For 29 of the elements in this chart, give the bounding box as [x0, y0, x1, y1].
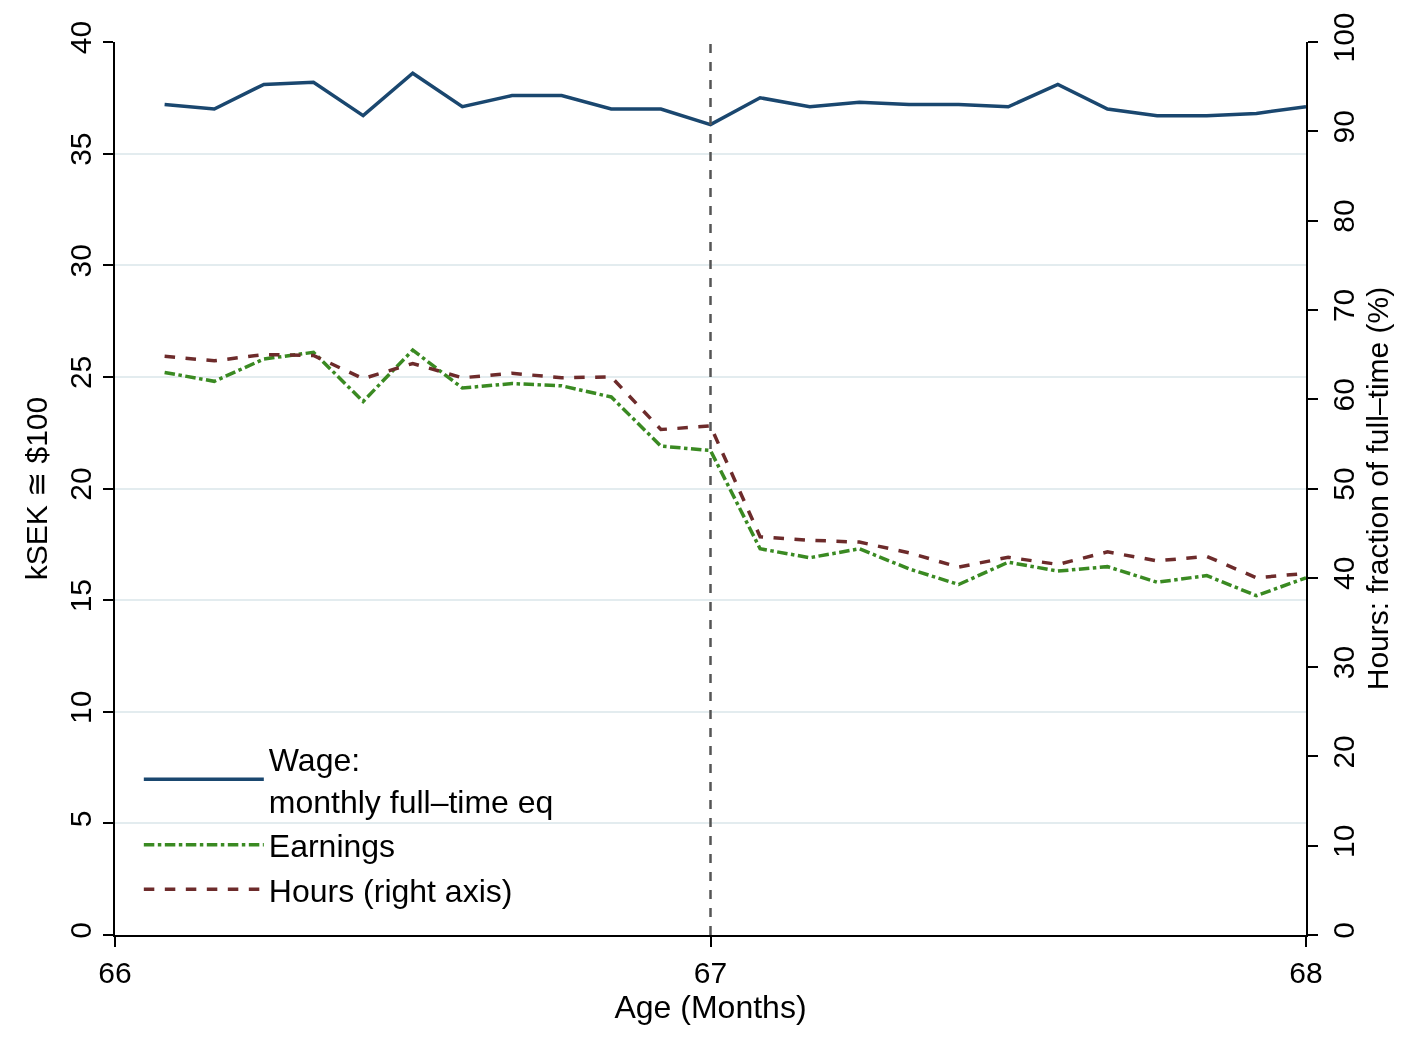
legend-label: Earnings [268, 828, 396, 865]
y2-tick-label: 60 [1327, 378, 1360, 412]
legend-label: Hours (right axis) [268, 872, 513, 909]
y-tick-label: 15 [64, 578, 97, 613]
y2-tick-label: 100 [1327, 12, 1360, 63]
y2-axis-title: Hours: fraction of full–time (%) [1361, 286, 1394, 691]
x-axis-title: Age (Months) [614, 989, 807, 1026]
y-tick-label: 20 [64, 467, 97, 501]
y-tick-label: 5 [64, 810, 97, 828]
y2-tick-label: 80 [1327, 199, 1360, 233]
y-tick-label: 10 [64, 690, 97, 724]
y-tick-label: 0 [64, 922, 97, 939]
x-tick-label: 66 [98, 956, 132, 989]
x-tick-label: 67 [693, 956, 728, 989]
y-axis-title: kSEK ≅ $100 [19, 396, 53, 581]
y2-tick-label: 20 [1327, 735, 1360, 769]
y-tick-label: 35 [64, 132, 97, 166]
y-tick-label: 25 [64, 355, 97, 390]
y2-tick-label: 70 [1327, 288, 1360, 323]
y2-tick-label: 50 [1327, 467, 1360, 501]
legend-label: Wage: monthly full–time eq [268, 741, 554, 820]
y2-tick-label: 40 [1327, 556, 1360, 590]
y-tick-label: 40 [64, 20, 97, 55]
y-tick-label: 30 [64, 244, 97, 278]
y2-tick-label: 30 [1327, 645, 1360, 680]
y2-tick-label: 10 [1327, 824, 1360, 858]
x-tick-label: 68 [1289, 956, 1323, 989]
y2-tick-label: 90 [1327, 110, 1360, 144]
y2-tick-label: 0 [1327, 922, 1360, 939]
